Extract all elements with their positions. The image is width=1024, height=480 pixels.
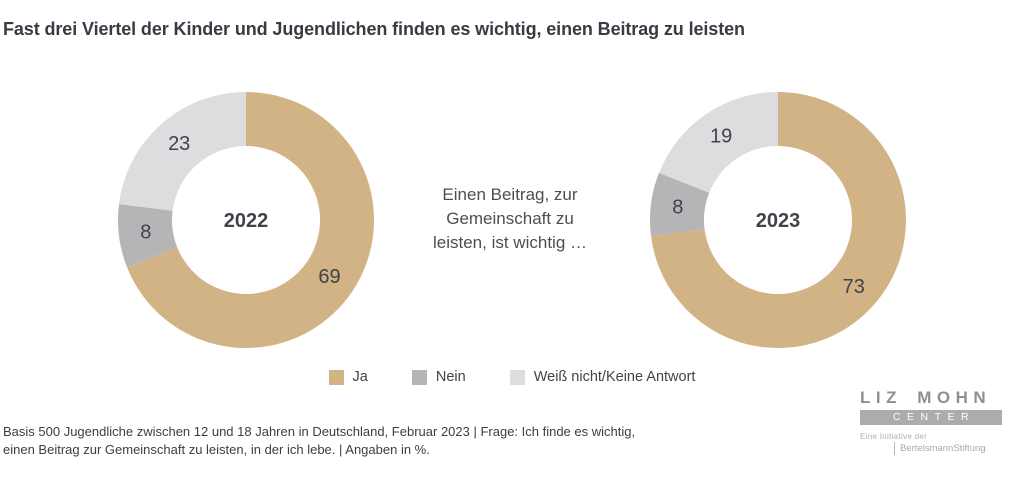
- donut-slice-nein: [650, 172, 710, 237]
- question-note-line: leisten, ist wichtig …: [433, 233, 587, 252]
- legend-label-nein: Nein: [435, 369, 466, 385]
- donut-value-label: 23: [168, 133, 190, 155]
- donut-slice-ja: [126, 92, 375, 348]
- donut-slice-ja: [651, 92, 907, 348]
- legend-item-weiss-nicht: Weiß nicht/Keine Antwort: [509, 369, 696, 385]
- source-note-line: Basis 500 Jugendliche zwischen 12 und 18…: [3, 424, 636, 439]
- question-note: Einen Beitrag, zur Gemeinschaft zu leist…: [400, 183, 620, 255]
- legend-label-weiss-nicht: Weiß nicht/Keine Antwort: [533, 369, 696, 385]
- question-note-line: Einen Beitrag, zur: [442, 185, 578, 204]
- logo-initiative-text: Eine Initiative der: [860, 432, 928, 441]
- donut-value-label: 73: [843, 276, 865, 298]
- legend-item-ja: Ja: [328, 369, 368, 385]
- logo-foundation-text: BertelsmannStiftung: [894, 442, 1010, 455]
- donut-svg-2023: 73 8 19: [650, 92, 907, 348]
- liz-mohn-center-logo: LIZ MOHN CENTER Eine Initiative der Bert…: [860, 388, 1010, 455]
- legend: Ja Nein Weiß nicht/Keine Antwort: [0, 369, 1024, 385]
- logo-wordmark: LIZ MOHN: [860, 388, 992, 407]
- donut-value-label: 69: [318, 266, 340, 288]
- source-note: Basis 500 Jugendliche zwischen 12 und 18…: [3, 423, 635, 458]
- legend-item-nein: Nein: [411, 369, 466, 385]
- donut-value-label: 19: [710, 126, 732, 148]
- donut-value-label: 8: [672, 196, 683, 218]
- legend-swatch-ja: [328, 369, 344, 385]
- donut-slice-nein: [118, 203, 178, 268]
- donut-svg-2022: 69 8 23: [118, 92, 375, 348]
- source-note-line: einen Beitrag zur Gemeinschaft zu leiste…: [3, 441, 430, 457]
- chart-year-label-2023: 2023: [755, 210, 801, 232]
- donut-slice-wei-nicht-keine-antwort: [658, 92, 778, 193]
- donut-value-label: 8: [140, 222, 151, 244]
- donut-chart-2023: 73 8 19 2023: [647, 89, 909, 351]
- legend-label-ja: Ja: [352, 369, 368, 385]
- legend-swatch-nein: [411, 369, 427, 385]
- page-title: Fast drei Viertel der Kinder und Jugendl…: [3, 19, 745, 39]
- chart-year-label-2022: 2022: [223, 210, 269, 232]
- legend-swatch-weiss-nicht: [509, 369, 525, 385]
- donut-chart-2022: 69 8 23 2022: [115, 89, 377, 351]
- logo-center-bar: CENTER: [860, 410, 1002, 425]
- question-note-line: Gemeinschaft zu: [446, 209, 574, 228]
- donut-slice-wei-nicht-keine-antwort: [119, 92, 246, 211]
